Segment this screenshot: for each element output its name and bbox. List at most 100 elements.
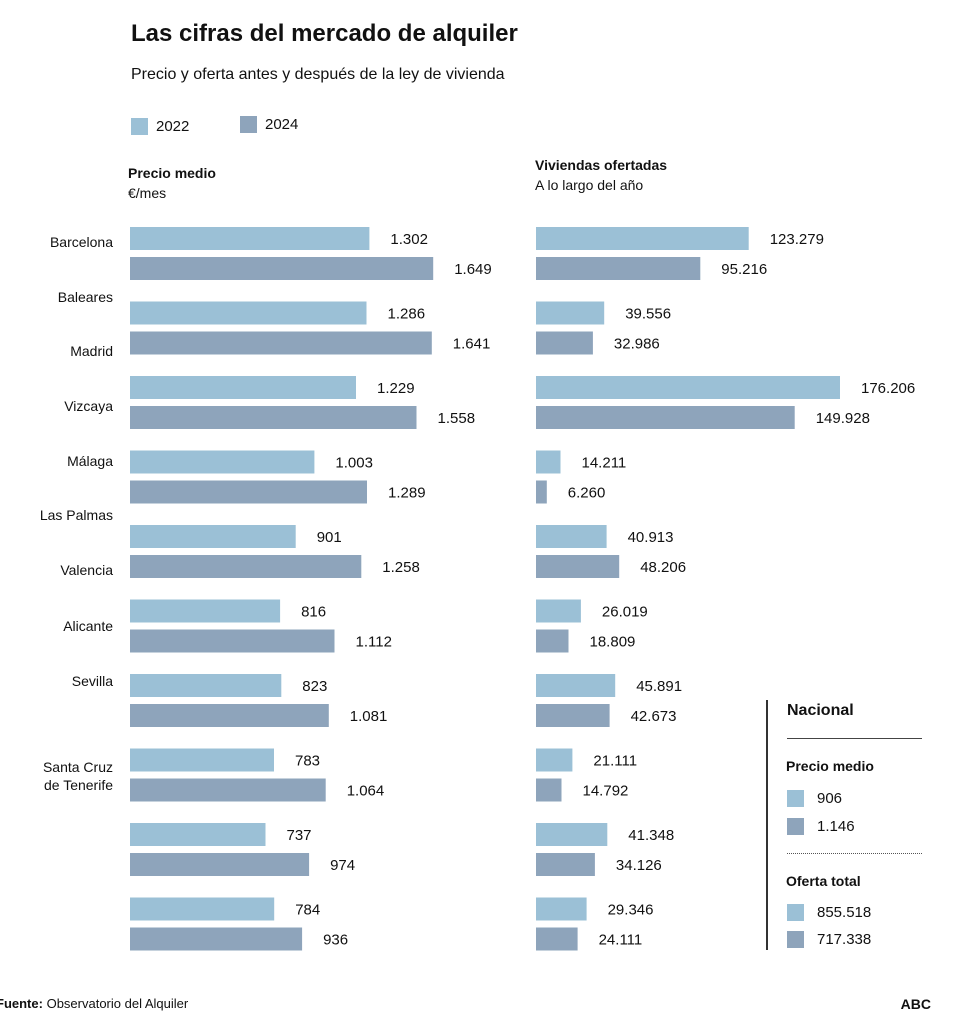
bar-precio-2022-3 bbox=[130, 450, 315, 474]
bar-precio-2024-0 bbox=[130, 257, 434, 280]
nacional-precio-2024-swatch bbox=[787, 817, 804, 835]
nacional-precio-2022: 906 bbox=[787, 789, 842, 807]
label-precio-2024-5: 1.112 bbox=[356, 634, 392, 651]
label-oferta-2024-2: 149.928 bbox=[816, 410, 870, 427]
label-oferta-2024-7: 14.792 bbox=[583, 783, 629, 800]
bar-oferta-2024-1 bbox=[536, 331, 593, 355]
label-precio-2022-1: 1.286 bbox=[388, 306, 426, 323]
bar-oferta-2022-8 bbox=[536, 823, 608, 846]
bar-precio-2022-2 bbox=[130, 376, 356, 399]
region-label-sevilla: Sevilla bbox=[71, 673, 113, 689]
label-precio-2024-9: 936 bbox=[323, 932, 348, 949]
chart-title: Las cifras del mercado de alquiler bbox=[131, 20, 518, 47]
bar-precio-2024-3 bbox=[130, 480, 367, 504]
bar-oferta-2022-2 bbox=[536, 376, 840, 399]
label-precio-2022-2: 1.229 bbox=[377, 380, 415, 397]
label-oferta-2022-4: 40.913 bbox=[628, 529, 674, 546]
nacional-oferta-2022-swatch bbox=[787, 903, 804, 921]
label-oferta-2024-6: 42.673 bbox=[631, 708, 677, 725]
bar-oferta-2024-5 bbox=[536, 629, 569, 653]
left-panel-subtitle: €/mes bbox=[128, 185, 167, 201]
label-oferta-2024-4: 48.206 bbox=[640, 559, 686, 576]
label-precio-2024-1: 1.641 bbox=[453, 336, 491, 353]
label-precio-2024-8: 974 bbox=[330, 857, 355, 874]
label-oferta-2024-0: 95.216 bbox=[721, 261, 767, 278]
bar-precio-2022-8 bbox=[130, 823, 266, 846]
label-precio-2022-3: 1.003 bbox=[335, 455, 373, 472]
nacional-oferta-2024: 717.338 bbox=[787, 930, 871, 948]
nacional-title: Nacional bbox=[787, 702, 854, 719]
right-panel-subtitle: A lo largo del año bbox=[535, 177, 644, 193]
region-label-valencia: Valencia bbox=[60, 562, 113, 578]
bar-oferta-2022-3 bbox=[536, 450, 561, 474]
bar-oferta-2022-1 bbox=[536, 301, 605, 325]
label-oferta-2022-6: 45.891 bbox=[636, 678, 682, 695]
nacional-precio-title: Precio medio bbox=[786, 758, 874, 774]
label-precio-2022-4: 901 bbox=[317, 529, 342, 546]
label-oferta-2024-3: 6.260 bbox=[568, 485, 606, 502]
bar-oferta-2024-3 bbox=[536, 480, 547, 504]
label-oferta-2024-5: 18.809 bbox=[590, 634, 636, 651]
bar-precio-2022-5 bbox=[130, 599, 281, 623]
label-precio-2024-0: 1.649 bbox=[454, 261, 492, 278]
source-label: Fuente: bbox=[0, 996, 43, 1011]
label-precio-2022-5: 816 bbox=[301, 604, 326, 621]
bar-precio-2024-4 bbox=[130, 555, 362, 578]
label-precio-2024-6: 1.081 bbox=[350, 708, 388, 725]
nacional-dotted-rule bbox=[787, 853, 922, 854]
label-oferta-2024-9: 24.111 bbox=[599, 932, 643, 949]
label-precio-2024-7: 1.064 bbox=[347, 783, 385, 800]
nacional-oferta-2022: 855.518 bbox=[787, 903, 871, 921]
region-label-madrid: Madrid bbox=[70, 343, 113, 359]
label-precio-2022-0: 1.302 bbox=[390, 231, 428, 248]
label-precio-2024-2: 1.558 bbox=[438, 410, 476, 427]
nacional-precio-2024: 1.146 bbox=[787, 817, 855, 835]
bar-oferta-2022-9 bbox=[536, 897, 587, 921]
bar-oferta-2024-0 bbox=[536, 257, 701, 280]
bar-oferta-2022-0 bbox=[536, 227, 749, 250]
region-label-baleares: Baleares bbox=[57, 289, 113, 305]
left-panel-title: Precio medio bbox=[128, 165, 216, 181]
nacional-rule bbox=[787, 738, 922, 739]
nacional-divider bbox=[766, 700, 768, 950]
chart-subtitle: Precio y oferta antes y después de la le… bbox=[131, 66, 505, 83]
nacional-precio-2022-swatch bbox=[787, 789, 804, 807]
bar-precio-2022-0 bbox=[130, 227, 370, 250]
bar-oferta-2024-2 bbox=[536, 406, 795, 429]
right-panel-title: Viviendas ofertadas bbox=[535, 157, 668, 173]
nacional-oferta-2024-swatch bbox=[787, 930, 804, 948]
label-precio-2024-4: 1.258 bbox=[382, 559, 420, 576]
bar-oferta-2024-7 bbox=[536, 778, 562, 802]
legend-2022: 2022 bbox=[131, 116, 189, 136]
bar-oferta-2024-4 bbox=[536, 555, 620, 578]
bar-precio-2024-8 bbox=[130, 853, 310, 876]
brand-logo-text: ABC bbox=[900, 996, 931, 1012]
bar-oferta-2024-8 bbox=[536, 853, 595, 876]
legend-2024-label: 2024 bbox=[265, 115, 299, 133]
label-oferta-2022-9: 29.346 bbox=[608, 902, 654, 919]
nacional-oferta-2022-value: 855.518 bbox=[817, 903, 872, 921]
legend-2022-label: 2022 bbox=[156, 117, 190, 135]
label-oferta-2024-8: 34.126 bbox=[616, 857, 662, 874]
label-oferta-2022-1: 39.556 bbox=[625, 306, 671, 323]
source-text: Observatorio del Alquiler bbox=[46, 996, 189, 1011]
bar-precio-2022-7 bbox=[130, 748, 274, 772]
nacional-precio-2022-value: 906 bbox=[817, 789, 843, 807]
bar-oferta-2024-9 bbox=[536, 927, 578, 951]
legend-2024: 2024 bbox=[240, 114, 298, 134]
region-label-alicante: Alicante bbox=[63, 618, 113, 634]
bar-precio-2022-6 bbox=[130, 674, 282, 697]
bar-precio-2024-7 bbox=[130, 778, 326, 802]
bar-precio-2024-2 bbox=[130, 406, 417, 429]
label-precio-2022-9: 784 bbox=[295, 902, 320, 919]
bar-precio-2024-5 bbox=[130, 629, 335, 653]
bar-oferta-2022-5 bbox=[536, 599, 581, 623]
bar-oferta-2022-7 bbox=[536, 748, 573, 772]
region-label-malaga: Málaga bbox=[67, 453, 113, 469]
bar-oferta-2022-4 bbox=[536, 525, 607, 548]
region-label-vizcaya: Vizcaya bbox=[64, 398, 113, 414]
label-precio-2022-7: 783 bbox=[295, 753, 320, 770]
bar-precio-2022-1 bbox=[130, 301, 367, 325]
label-oferta-2022-0: 123.279 bbox=[770, 231, 824, 248]
label-oferta-2022-2: 176.206 bbox=[861, 380, 915, 397]
